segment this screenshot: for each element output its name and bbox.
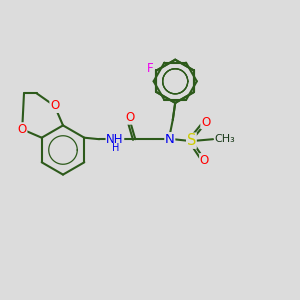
Text: NH: NH: [106, 133, 124, 146]
Text: F: F: [147, 62, 153, 76]
Text: S: S: [187, 133, 196, 148]
Text: N: N: [165, 133, 175, 146]
Text: O: O: [201, 116, 210, 129]
Text: O: O: [125, 111, 134, 124]
Text: O: O: [200, 154, 209, 167]
Text: O: O: [50, 99, 59, 112]
Text: O: O: [18, 123, 27, 136]
Text: CH₃: CH₃: [214, 134, 235, 144]
Text: H: H: [112, 142, 119, 153]
